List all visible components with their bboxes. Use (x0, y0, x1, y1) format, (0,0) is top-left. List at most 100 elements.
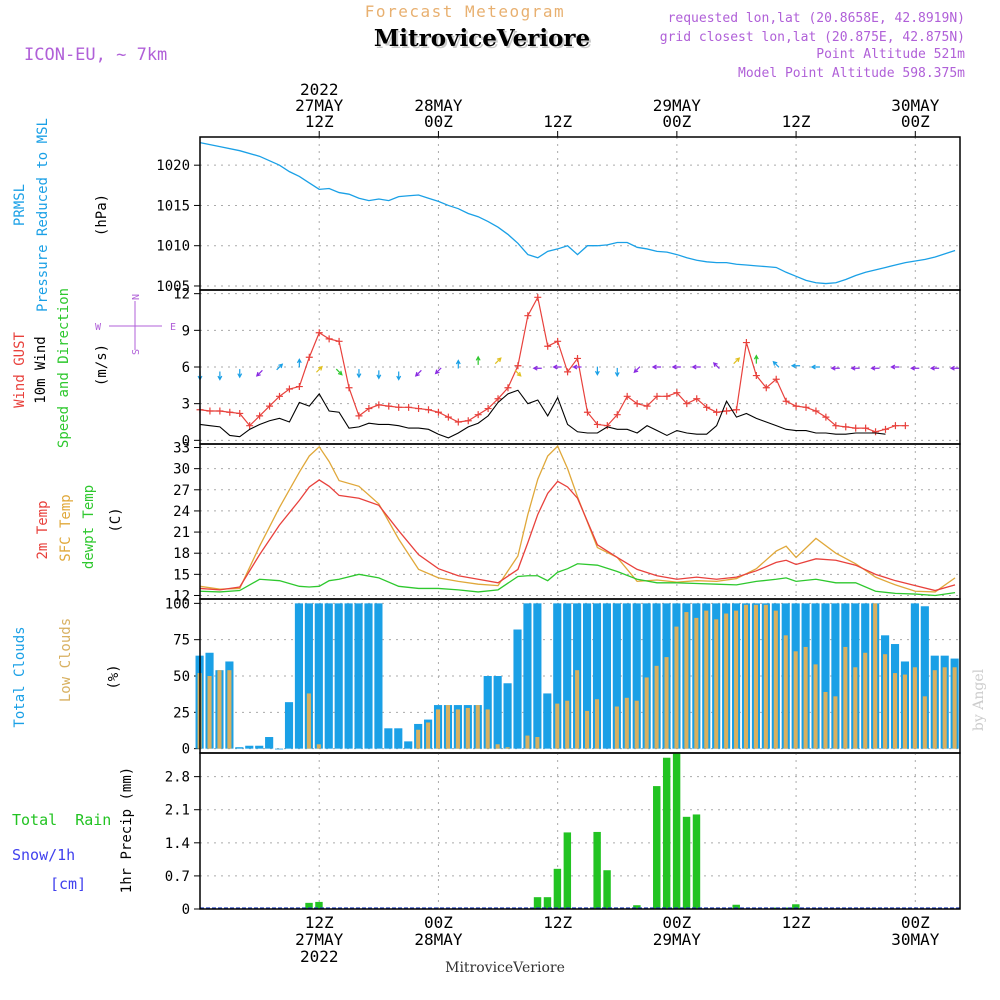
wind-direction-arrow (514, 369, 522, 377)
precip-axis-label: 1hr Precip (mm) (119, 767, 135, 893)
wind-label-10m: 10m Wind (33, 336, 49, 403)
total-cloud-bar (404, 741, 413, 749)
low-cloud-bar (654, 665, 659, 749)
time-label-bottom: 27MAY (295, 930, 344, 949)
low-cloud-bar (525, 735, 530, 749)
prmsl-label-line-1: PRMSL (12, 184, 28, 226)
gust-point (603, 422, 611, 430)
time-label-bottom: 12Z (305, 913, 334, 932)
time-label-top: 00Z (424, 112, 453, 131)
snow-label: Snow/1h (12, 846, 75, 864)
rain-bar (732, 904, 740, 909)
low-cloud-bar (843, 646, 848, 749)
y-tick-label: 0 (182, 433, 190, 449)
total-cloud-bar (642, 603, 651, 749)
total-cloud-bar (314, 603, 323, 749)
low-cloud-bar (833, 696, 838, 749)
low-cloud-bar (435, 709, 441, 749)
low-cloud-bar (535, 737, 540, 749)
low-cloud-bar (773, 610, 778, 749)
gust-point (723, 407, 731, 415)
gust-point (832, 422, 840, 430)
gust-point (742, 339, 750, 347)
compass-e: E (170, 322, 176, 333)
total-cloud-bar (523, 603, 532, 749)
low-cloud-bar (684, 612, 689, 749)
sfc-temp-line (199, 444, 956, 593)
wind-direction-arrow (712, 362, 720, 370)
wind-panel: 0 3 6 9 12 (173, 287, 961, 449)
wind-direction-arrow (276, 363, 284, 371)
gust-point (405, 403, 413, 411)
y-tick-label: 1015 (156, 198, 190, 214)
gust-point (842, 423, 850, 431)
temp-label-sfc: SFC Temp (58, 494, 74, 561)
y-tick-label: 1.4 (165, 836, 190, 852)
y-tick-label: 2.8 (165, 770, 190, 786)
time-label-top: 27MAY (295, 96, 344, 115)
pressure-panel: 1005 1010 1015 1020 (156, 136, 961, 295)
gust-point (762, 384, 770, 392)
y-tick-label: 1020 (156, 158, 190, 174)
header-title-top: Forecast Meteogram (365, 2, 565, 21)
gust-point (713, 408, 721, 416)
temp-label-dewpt: dewpt Temp (81, 485, 97, 569)
gust-point (782, 397, 790, 405)
footer-station: MitroviceVeriore (445, 960, 565, 976)
time-label-bottom: 12Z (782, 913, 811, 932)
total-cloud-bar (821, 603, 830, 749)
gust-point (315, 329, 323, 337)
gust-point (256, 412, 264, 420)
wind-direction-arrow (691, 364, 701, 370)
time-label-top: 2022 (300, 80, 339, 99)
gust-point (564, 368, 572, 376)
low-cloud-bar (783, 635, 788, 749)
c-unit: (C) (108, 507, 124, 532)
total-cloud-bar (275, 748, 284, 750)
time-label-top: 29MAY (653, 96, 702, 115)
total-cloud-bar (334, 603, 343, 749)
total-cloud-bar (831, 603, 840, 749)
total-cloud-bar (513, 629, 522, 749)
gust-point (554, 337, 562, 345)
total-cloud-bar (384, 728, 393, 749)
low-cloud-bar (714, 619, 719, 749)
cm-unit: [cm] (50, 875, 86, 893)
gust-point (613, 411, 621, 419)
closest-coords: grid closest lon,lat (20.875E, 42.875N) (660, 30, 965, 45)
wind-direction-arrow (475, 355, 481, 365)
total-cloud-bar (394, 728, 403, 749)
gust-point (683, 400, 691, 408)
gust-point (395, 403, 403, 411)
rain-bar (315, 901, 323, 909)
wind-direction-arrow (790, 363, 801, 369)
gust-point (583, 408, 591, 416)
y-tick-label: 15 (173, 567, 190, 583)
panel-frame (199, 752, 961, 910)
total-cloud-bar (543, 693, 552, 749)
wind-direction-arrow (217, 371, 223, 381)
wind-direction-arrow (594, 366, 600, 376)
wind-direction-arrow (772, 360, 780, 368)
gust-point (772, 375, 780, 383)
gust-point (226, 408, 234, 416)
y-tick-label: 6 (182, 360, 190, 376)
wind-direction-arrow (335, 368, 343, 376)
low-cloud-bar (883, 654, 888, 749)
gust-point (246, 422, 254, 430)
gust-point (434, 408, 442, 416)
low-cloud-bar (475, 705, 480, 749)
model-name: ICON-EU, ~ 7km (24, 45, 167, 65)
total-cloud-bar (324, 603, 333, 749)
gust-point (792, 402, 800, 410)
low-cloud-bar (912, 667, 917, 749)
gust-point (345, 384, 353, 392)
requested-coords: requested lon,lat (20.8658E, 42.8919N) (668, 11, 965, 26)
y-tick-label: 2.1 (165, 803, 190, 819)
dewpt-line (199, 563, 956, 597)
rain-bar (662, 757, 671, 909)
low-cloud-bar (743, 604, 749, 749)
y-tick-label: 30 (173, 462, 190, 478)
